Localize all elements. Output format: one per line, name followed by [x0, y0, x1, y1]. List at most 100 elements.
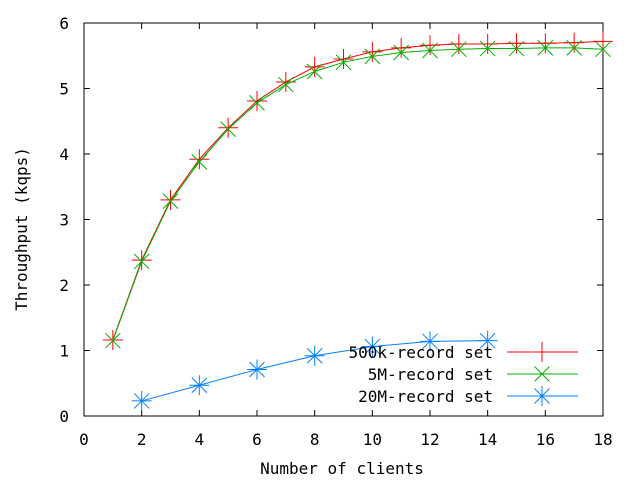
data-point: [393, 44, 410, 61]
data-point: [191, 154, 208, 170]
y-tick-label: 1: [59, 342, 69, 361]
y-tick-label: 2: [59, 276, 69, 295]
data-point: [391, 37, 412, 58]
series-line: [112, 47, 604, 341]
marker-stroke: [508, 40, 525, 57]
x-tick-label: 0: [79, 430, 89, 449]
data-point: [247, 359, 267, 380]
data-point: [364, 48, 381, 65]
x-tick-label: 12: [420, 430, 439, 449]
marker-stroke: [133, 393, 150, 409]
data-point: [249, 95, 265, 111]
data-point: [162, 193, 179, 210]
data-point: [220, 121, 237, 137]
marker-stroke: [364, 48, 381, 65]
data-point: [189, 375, 210, 396]
x-axis-label: Number of clients: [260, 459, 424, 478]
data-point: [477, 330, 498, 351]
data-point: [131, 390, 152, 411]
data-point: [304, 56, 325, 77]
legend-entry: 5M-record set: [368, 365, 578, 384]
marker-stroke: [306, 347, 323, 364]
data-point: [595, 41, 611, 58]
marker-stroke: [191, 154, 208, 170]
data-point: [306, 63, 323, 80]
data-point: [566, 40, 583, 56]
data-point: [537, 40, 554, 56]
marker-stroke: [479, 40, 496, 57]
marker-stroke: [393, 44, 410, 61]
data-point: [104, 332, 121, 349]
series-layer: [102, 31, 613, 411]
x-tick-label: 10: [363, 430, 382, 449]
data-point: [422, 42, 438, 59]
legend-entry: 20M-record set: [358, 386, 578, 406]
data-point: [593, 31, 613, 52]
data-point: [189, 149, 210, 170]
data-point: [479, 40, 496, 57]
data-point: [133, 253, 150, 270]
data-point: [131, 250, 152, 271]
data-point: [277, 76, 294, 93]
data-point: [335, 54, 352, 71]
data-point: [420, 35, 440, 56]
marker-stroke: [335, 54, 352, 71]
legend-label: 20M-record set: [358, 387, 493, 406]
marker-stroke: [249, 361, 265, 378]
data-point: [247, 90, 267, 111]
marker-stroke: [534, 388, 550, 404]
marker-stroke: [566, 40, 583, 56]
y-tick-label: 6: [59, 14, 69, 33]
data-point: [448, 33, 469, 54]
marker-stroke: [133, 253, 150, 270]
marker-stroke: [422, 42, 438, 59]
marker-stroke: [191, 377, 208, 394]
x-tick-label: 14: [478, 430, 497, 449]
data-point: [420, 331, 440, 352]
marker-stroke: [249, 95, 265, 111]
x-tick-label: 6: [252, 430, 262, 449]
marker-stroke: [220, 121, 237, 137]
data-point: [508, 40, 525, 57]
data-point: [506, 33, 527, 54]
series-2: [104, 40, 611, 349]
series-1: [102, 31, 613, 351]
data-point: [304, 345, 325, 366]
marker-stroke: [595, 41, 611, 58]
legend-marker: [532, 386, 552, 406]
marker-stroke: [306, 63, 323, 80]
marker-stroke: [537, 40, 554, 56]
data-point: [564, 32, 585, 53]
series-line: [112, 40, 604, 341]
marker-stroke: [422, 333, 438, 350]
data-point: [450, 41, 467, 58]
y-tick-label: 0: [59, 407, 69, 426]
marker-stroke: [162, 193, 179, 210]
series-3: [131, 330, 498, 411]
marker-stroke: [450, 41, 467, 58]
legend-label: 5M-record set: [368, 365, 493, 384]
legend-label: 500k-record set: [349, 343, 494, 362]
x-tick-label: 4: [195, 430, 205, 449]
x-tick-label: 16: [536, 430, 555, 449]
x-tick-label: 18: [593, 430, 612, 449]
marker-stroke: [534, 366, 550, 382]
data-point: [535, 33, 556, 54]
marker-stroke: [479, 332, 496, 349]
x-tick-label: 8: [310, 430, 320, 449]
data-point: [477, 33, 498, 54]
legend: 500k-record set 5M-record set 20M-record s…: [349, 342, 578, 406]
legend-entry: 500k-record set: [349, 342, 578, 362]
data-point: [333, 49, 354, 70]
marker-stroke: [277, 76, 294, 93]
data-point: [362, 336, 383, 357]
data-point: [160, 189, 181, 210]
y-tick-label: 3: [59, 211, 69, 230]
legend-marker: [532, 342, 552, 362]
y-tick-label: 5: [59, 80, 69, 99]
y-axis-label: Throughput (kqps): [12, 147, 31, 311]
data-point: [218, 117, 239, 138]
